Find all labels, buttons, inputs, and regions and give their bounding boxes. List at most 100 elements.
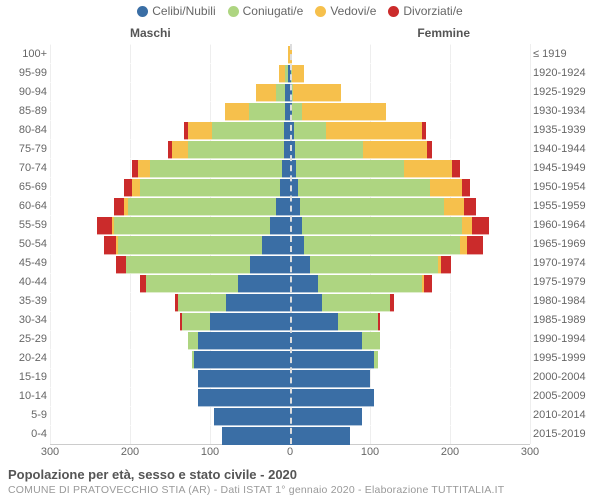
age-label: 20-24 — [3, 352, 47, 364]
segment-d — [422, 122, 426, 140]
legend-label: Divorziati/e — [403, 4, 462, 18]
birth-year-label: 1940-1944 — [533, 143, 597, 155]
segment-co — [249, 103, 285, 121]
segment-c — [194, 351, 290, 369]
birth-year-label: 2000-2004 — [533, 371, 597, 383]
segment-c — [290, 313, 338, 331]
legend-item: Celibi/Nubili — [137, 4, 215, 18]
segment-d — [116, 256, 126, 274]
segment-co — [178, 294, 226, 312]
segment-v — [292, 65, 304, 83]
segment-v — [293, 84, 341, 102]
birth-year-label: 2010-2014 — [533, 409, 597, 421]
legend-item: Coniugati/e — [228, 4, 304, 18]
segment-co — [126, 256, 250, 274]
plot-area — [50, 44, 530, 445]
age-label: 65-69 — [3, 181, 47, 193]
population-pyramid-chart: Celibi/NubiliConiugati/eVedovi/eDivorzia… — [0, 0, 600, 500]
segment-d — [462, 179, 470, 197]
segment-c — [198, 389, 290, 407]
segment-co — [118, 236, 262, 254]
segment-co — [150, 160, 282, 178]
segment-d — [114, 198, 124, 216]
x-tick: 200 — [121, 446, 139, 458]
x-tick: 0 — [287, 446, 293, 458]
segment-d — [180, 313, 182, 331]
header-females: Femmine — [417, 26, 470, 40]
segment-v — [462, 217, 472, 235]
segment-co — [302, 217, 462, 235]
age-label: 5-9 — [3, 409, 47, 421]
segment-co — [285, 65, 287, 83]
segment-v — [172, 141, 188, 159]
segment-c — [290, 370, 370, 388]
segment-d — [168, 141, 173, 159]
segment-v — [138, 160, 150, 178]
segment-v — [363, 141, 427, 159]
age-label: 100+ — [3, 48, 47, 60]
segment-c — [290, 294, 322, 312]
age-label: 80-84 — [3, 124, 47, 136]
segment-d — [140, 275, 146, 293]
birth-year-label: 1965-1969 — [533, 238, 597, 250]
birth-year-label: 2015-2019 — [533, 428, 597, 440]
segment-co — [298, 179, 430, 197]
segment-c — [226, 294, 290, 312]
segment-co — [296, 160, 404, 178]
segment-co — [188, 332, 198, 350]
legend: Celibi/NubiliConiugati/eVedovi/eDivorzia… — [0, 4, 600, 18]
legend-item: Divorziati/e — [388, 4, 462, 18]
segment-d — [441, 256, 451, 274]
segment-co — [188, 141, 284, 159]
segment-c — [238, 275, 290, 293]
segment-c — [290, 236, 304, 254]
segment-v — [279, 65, 285, 83]
segment-d — [132, 160, 138, 178]
birth-year-label: 1960-1964 — [533, 219, 597, 231]
x-tick: 100 — [361, 446, 379, 458]
segment-c — [250, 256, 290, 274]
segment-v — [326, 122, 422, 140]
segment-c — [198, 370, 290, 388]
segment-co — [294, 122, 326, 140]
header-males: Maschi — [130, 26, 171, 40]
segment-d — [97, 217, 111, 235]
segment-co — [140, 179, 280, 197]
segment-v — [188, 122, 212, 140]
legend-swatch — [315, 6, 326, 17]
segment-c — [210, 313, 290, 331]
age-label: 50-54 — [3, 238, 47, 250]
segment-d — [184, 122, 188, 140]
age-label: 10-14 — [3, 390, 47, 402]
birth-year-label: 1955-1959 — [533, 200, 597, 212]
segment-c — [290, 408, 362, 426]
age-label: 45-49 — [3, 257, 47, 269]
segment-co — [338, 313, 378, 331]
segment-v — [404, 160, 452, 178]
segment-d — [390, 294, 394, 312]
segment-c — [198, 332, 290, 350]
segment-c — [290, 256, 310, 274]
chart-subtitle: COMUNE DI PRATOVECCHIO STIA (AR) - Dati … — [8, 484, 592, 496]
segment-v — [302, 103, 386, 121]
age-label: 90-94 — [3, 86, 47, 98]
age-label: 40-44 — [3, 276, 47, 288]
segment-d — [104, 236, 117, 254]
segment-co — [114, 217, 270, 235]
birth-year-label: ≤ 1919 — [533, 48, 597, 60]
age-label: 60-64 — [3, 200, 47, 212]
legend-label: Coniugati/e — [243, 4, 304, 18]
birth-year-label: 1980-1984 — [533, 295, 597, 307]
segment-co — [292, 103, 302, 121]
age-label: 35-39 — [3, 295, 47, 307]
segment-d — [427, 141, 432, 159]
segment-co — [300, 198, 444, 216]
segment-co — [295, 141, 363, 159]
birth-year-label: 1990-1994 — [533, 333, 597, 345]
segment-d — [124, 179, 132, 197]
gender-headers: Maschi Femmine — [0, 26, 600, 44]
birth-year-label: 2005-2009 — [533, 390, 597, 402]
segment-co — [374, 351, 378, 369]
segment-c — [290, 427, 350, 445]
x-tick: 100 — [201, 446, 219, 458]
